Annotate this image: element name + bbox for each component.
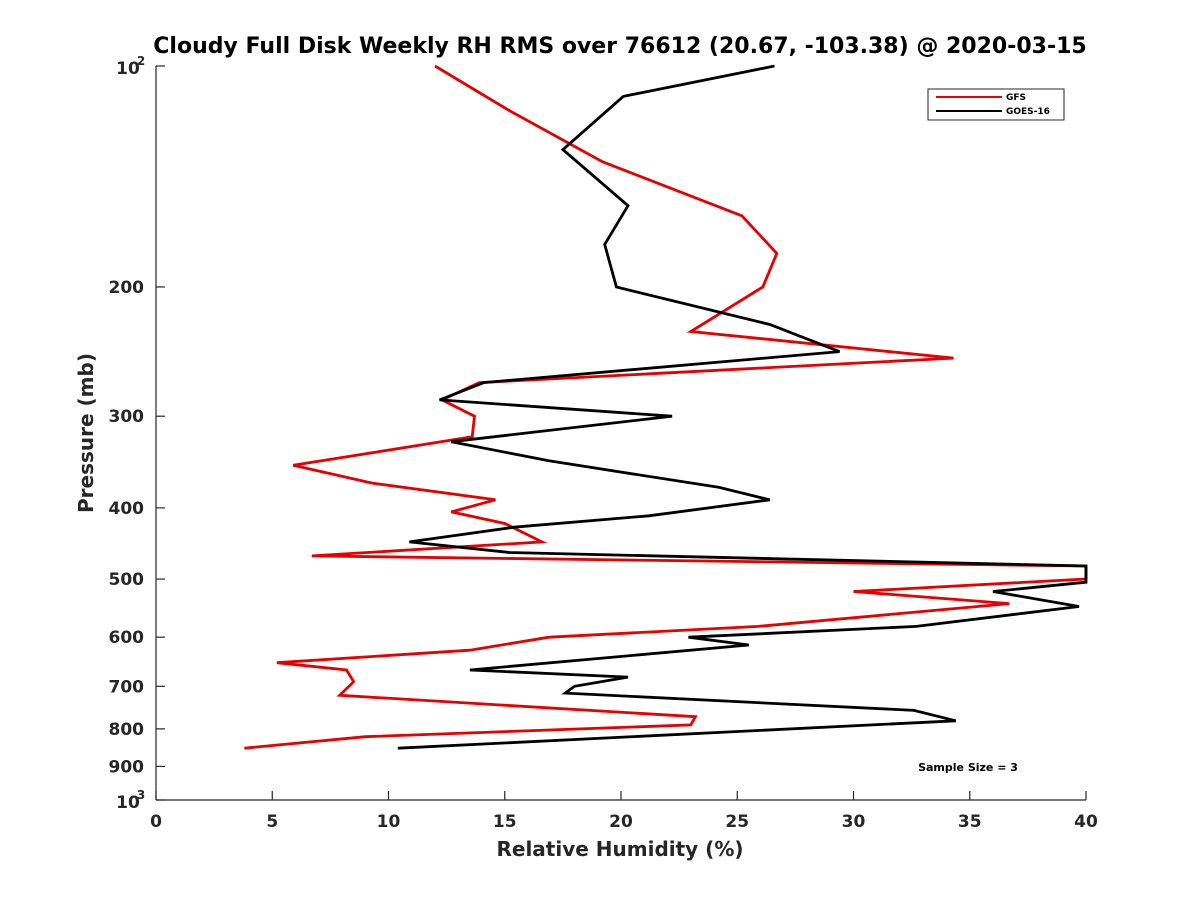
series-line-goes16 bbox=[397, 64, 1088, 750]
axes bbox=[155, 66, 1086, 801]
series-line-gfs bbox=[244, 64, 1088, 750]
legend-label-gfs: GFS bbox=[1006, 93, 1026, 103]
x-tick-label: 0 bbox=[150, 812, 162, 832]
x-tick-label: 5 bbox=[266, 812, 278, 832]
legend-label-goes16: GOES-16 bbox=[1006, 107, 1050, 117]
y-tick-label: 600 bbox=[109, 628, 145, 648]
x-tick-label: 25 bbox=[725, 812, 749, 832]
series-layer bbox=[244, 64, 1088, 750]
x-axis-label: Relative Humidity (%) bbox=[496, 837, 743, 861]
y-tick-exponent: 2 bbox=[137, 54, 145, 68]
y-tick-label: 400 bbox=[109, 499, 145, 519]
x-tick-label: 20 bbox=[609, 812, 633, 832]
chart-title: Cloudy Full Disk Weekly RH RMS over 7661… bbox=[153, 34, 1086, 59]
x-tick-label: 15 bbox=[493, 812, 517, 832]
x-tick-label: 10 bbox=[377, 812, 401, 832]
legend-box bbox=[927, 88, 1065, 121]
y-tick-label: 300 bbox=[109, 407, 145, 427]
y-tick-label: 200 bbox=[109, 278, 145, 298]
y-tick-label-power: 10 bbox=[116, 59, 140, 79]
x-tick-label: 35 bbox=[958, 812, 982, 832]
x-tick-label: 30 bbox=[842, 812, 866, 832]
legend: GFS GOES-16 bbox=[927, 88, 1065, 121]
y-tick-label: 800 bbox=[109, 720, 145, 740]
x-tick-label: 40 bbox=[1074, 812, 1098, 832]
y-tick-label-power: 10 bbox=[116, 793, 140, 813]
y-tick-label: 500 bbox=[109, 570, 145, 590]
x-ticks: 0 5 10 15 20 25 30 35 40 bbox=[150, 791, 1098, 832]
sample-size-annotation: Sample Size = 3 bbox=[918, 761, 1018, 774]
y-axis-label: Pressure (mb) bbox=[74, 353, 98, 513]
y-tick-label: 700 bbox=[109, 677, 145, 697]
y-tick-label: 900 bbox=[109, 757, 145, 777]
y-tick-exponent: 3 bbox=[137, 788, 145, 802]
